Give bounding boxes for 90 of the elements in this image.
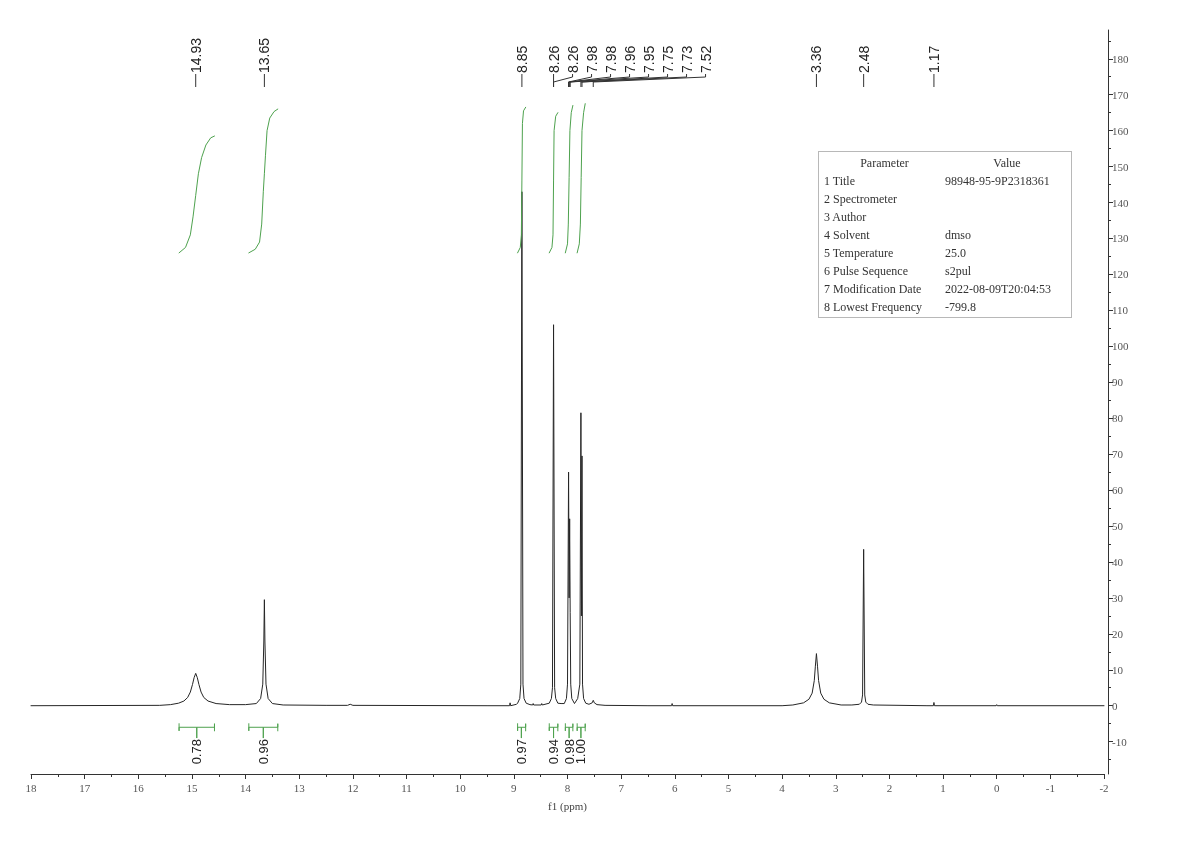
annotation: 1 Title: [824, 173, 857, 190]
annotation: 7.96: [621, 45, 638, 73]
annotation: dmso: [945, 227, 972, 244]
annotation: 2.48: [855, 45, 872, 73]
annotation: 14.93: [187, 37, 204, 73]
line-series: [548, 723, 559, 739]
annotation: 8.85: [513, 45, 530, 73]
annotation: 2 Spectrometer: [824, 191, 898, 208]
annotation: 7.98: [583, 45, 600, 73]
x-tick-label: 14: [240, 781, 252, 794]
annotation: 7 Modification Date: [824, 281, 923, 298]
annotation: 98948-95-9P2318361: [945, 173, 1051, 190]
y-tick-label: 10: [1112, 663, 1124, 676]
annotation: s2pul: [945, 263, 972, 280]
annotation: 4 Solvent: [824, 227, 871, 244]
y-tick-label: 170: [1112, 88, 1129, 101]
x-tick-label: 10: [454, 781, 467, 794]
annotation: 8.26: [564, 45, 581, 73]
y-tick-label: 70: [1112, 448, 1124, 461]
line-series: [576, 103, 586, 254]
annotation: 7.95: [640, 45, 657, 73]
y-tick-label: 140: [1112, 196, 1129, 209]
x-tick-label: 6: [672, 781, 679, 794]
x-tick-label: 16: [132, 781, 145, 794]
y-tick-label: 100: [1112, 340, 1129, 353]
x-tick-label: 13: [293, 781, 306, 794]
x-tick-label: -2: [1099, 781, 1109, 794]
line-series: [30, 191, 1105, 707]
y-tick-label: 130: [1112, 232, 1129, 245]
y-tick-label: -10: [1112, 735, 1128, 748]
annotation: 7.75: [659, 45, 676, 73]
y-tick-label: 40: [1112, 555, 1124, 568]
line-series: [517, 106, 527, 254]
line-series: [564, 723, 574, 739]
x-tick-label: 3: [833, 781, 839, 794]
annotation: 8.26: [545, 45, 562, 73]
x-tick-label: 8: [564, 781, 571, 794]
annotation: 0.78: [189, 739, 205, 765]
annotation: 0.96: [255, 739, 271, 765]
annotation: 3 Author: [824, 209, 868, 226]
annotation: 7.73: [678, 45, 695, 73]
y-tick-label: 110: [1112, 304, 1129, 317]
x-tick-label: 0: [993, 781, 1000, 794]
x-tick-label: 7: [618, 781, 625, 794]
annotation: 13.65: [256, 37, 273, 73]
line-series: [517, 723, 527, 739]
y-tick-label: 60: [1112, 484, 1124, 497]
annotation: Parameter: [859, 155, 910, 172]
annotation: 6 Pulse Sequence: [824, 263, 909, 280]
line-series: [576, 723, 586, 739]
annotation: 5 Temperature: [824, 245, 895, 262]
y-tick-label: 30: [1112, 591, 1124, 604]
y-tick-label: 160: [1112, 124, 1129, 137]
line-series: [178, 135, 215, 254]
y-tick-label: 80: [1112, 412, 1124, 425]
x-tick-label: 11: [401, 781, 412, 794]
annotation: 8 Lowest Frequency: [824, 299, 923, 316]
x-tick-label: 18: [25, 781, 37, 794]
x-tick-label: 1: [940, 781, 946, 794]
line-series: [548, 112, 559, 254]
annotation: 7.98: [602, 45, 619, 73]
y-tick-label: 90: [1112, 376, 1124, 389]
x-tick-label: -1: [1045, 781, 1055, 794]
y-tick-label: 50: [1112, 520, 1124, 532]
annotation: 0.94: [546, 739, 562, 765]
line-series: [564, 104, 574, 254]
annotation: 1.17: [925, 45, 942, 73]
annotation: -799.8: [945, 299, 977, 316]
x-tick-label: 12: [347, 781, 359, 794]
x-tick-label: 15: [186, 781, 198, 794]
line-series: [248, 723, 279, 739]
x-axis-title: f1 (ppm): [548, 799, 588, 813]
line-series: [248, 108, 279, 254]
annotation: 2022-08-09T20:04:53: [945, 281, 1052, 298]
annotation: 7.52: [697, 45, 714, 73]
y-tick-label: 0: [1112, 699, 1118, 712]
x-tick-label: 5: [725, 781, 732, 794]
y-tick-label: 180: [1112, 52, 1129, 65]
line-series: [178, 723, 215, 739]
annotation: 25.0: [945, 245, 967, 262]
annotation: 0.97: [513, 739, 529, 765]
x-tick-label: 4: [779, 781, 786, 794]
x-tick-label: 17: [79, 781, 91, 794]
annotation: Value: [992, 155, 1022, 172]
x-tick-label: 9: [511, 781, 518, 794]
y-tick-label: 150: [1112, 160, 1129, 173]
y-tick-label: 120: [1112, 268, 1129, 281]
y-tick-label: 20: [1112, 627, 1124, 640]
x-tick-label: 2: [886, 781, 893, 794]
annotation: 3.36: [808, 45, 825, 73]
